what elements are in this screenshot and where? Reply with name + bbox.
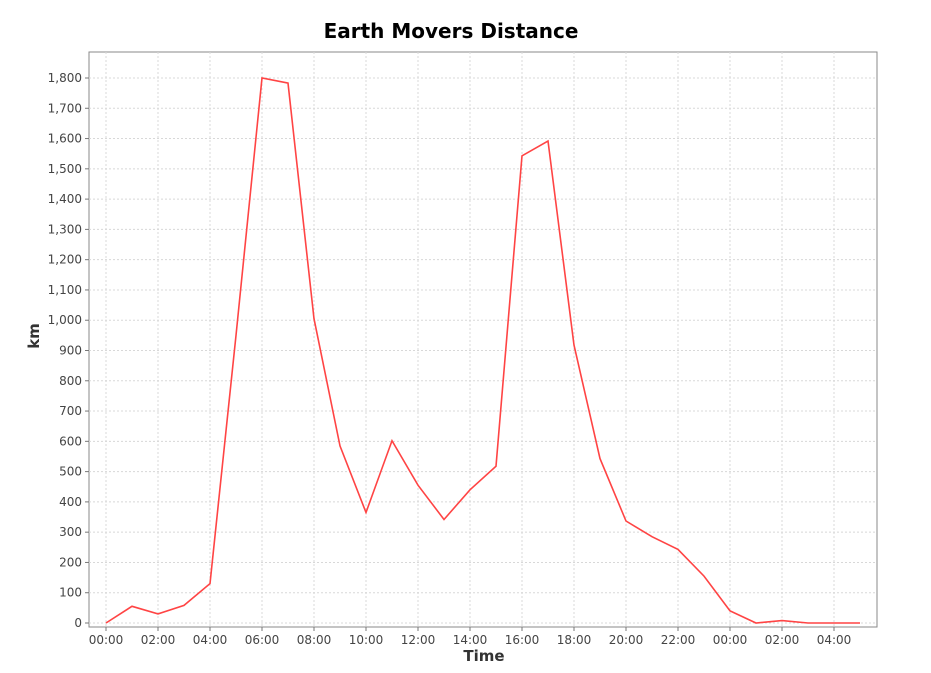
x-tick-label: 16:00: [505, 633, 540, 647]
y-tick-label: 1,500: [48, 162, 82, 176]
grid-lines: [89, 52, 877, 627]
y-tick-label: 1,300: [48, 222, 82, 236]
x-tick-label: 18:00: [557, 633, 592, 647]
x-tick-label: 04:00: [193, 633, 228, 647]
y-tick-label: 200: [59, 555, 82, 569]
x-tick-label: 20:00: [609, 633, 644, 647]
x-tick-label: 04:00: [817, 633, 852, 647]
y-tick-label: 400: [59, 495, 82, 509]
x-tick-label: 22:00: [661, 633, 696, 647]
plot-area: [88, 51, 878, 628]
y-tick-label: 900: [59, 344, 82, 358]
y-tick-label: 600: [59, 434, 82, 448]
x-tick-label: 10:00: [349, 633, 384, 647]
y-tick-label: 500: [59, 465, 82, 479]
x-tick-label: 00:00: [89, 633, 124, 647]
x-tick-label: 02:00: [141, 633, 176, 647]
y-axis-label: km: [25, 323, 43, 349]
x-axis-label: Time: [463, 647, 504, 665]
x-tick-label: 08:00: [297, 633, 332, 647]
x-axis-ticks: 00:00 02:00 04:00 06:00 08:00 10:00 12:00 14:00…: [89, 627, 852, 647]
y-tick-label: 300: [59, 525, 82, 539]
y-tick-label: 0: [74, 616, 82, 630]
x-tick-label: 02:00: [765, 633, 800, 647]
x-tick-label: 00:00: [713, 633, 748, 647]
x-tick-label: 12:00: [401, 633, 436, 647]
y-tick-label: 1,600: [48, 132, 82, 146]
x-tick-label: 14:00: [453, 633, 488, 647]
y-tick-label: 1,000: [48, 313, 82, 327]
x-tick-label: 06:00: [245, 633, 280, 647]
y-axis-ticks: 0 100 200 300 400 500 600 700 800 900 1,000 1,100 1,…: [48, 71, 89, 630]
y-tick-label: 800: [59, 374, 82, 388]
y-tick-label: 1,200: [48, 253, 82, 267]
series-line-0: [105, 77, 860, 624]
y-tick-label: 1,100: [48, 283, 82, 297]
y-tick-label: 700: [59, 404, 82, 418]
y-tick-label: 1,800: [48, 71, 82, 85]
y-tick-label: 1,700: [48, 101, 82, 115]
chart-title: Earth Movers Distance: [324, 19, 579, 43]
y-tick-label: 100: [59, 586, 82, 600]
y-tick-label: 1,400: [48, 192, 82, 206]
series-layer: [105, 77, 861, 624]
